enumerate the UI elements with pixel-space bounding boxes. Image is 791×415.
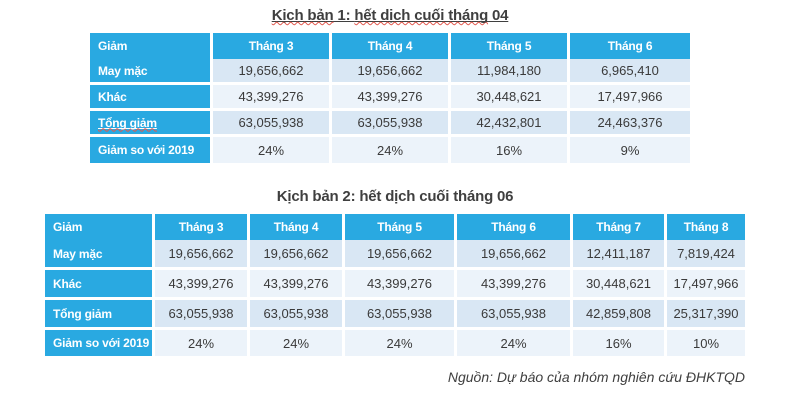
data-cell: 63,055,938 bbox=[345, 300, 457, 330]
data-cell: 10% bbox=[667, 330, 745, 356]
table-row: Khác 43,399,276 43,399,276 43,399,276 43,399… bbox=[45, 270, 745, 300]
data-cell: 19,656,662 bbox=[345, 240, 457, 270]
data-cell: 19,656,662 bbox=[213, 59, 332, 85]
row-label: May mặc bbox=[90, 59, 213, 85]
data-cell: 43,399,276 bbox=[332, 85, 451, 111]
data-cell: 24% bbox=[213, 137, 332, 163]
data-cell: 63,055,938 bbox=[155, 300, 250, 330]
column-header: Tháng 8 bbox=[667, 214, 745, 240]
table-row: Giảm so với 2019 24% 24% 16% 9% bbox=[90, 137, 690, 163]
column-header: Tháng 4 bbox=[332, 33, 451, 59]
data-cell: 63,055,938 bbox=[457, 300, 573, 330]
table-row: Giảm so với 2019 24% 24% 24% 24% 16% 10% bbox=[45, 330, 745, 356]
data-cell: 24,463,376 bbox=[570, 111, 690, 137]
table-row: Khác 43,399,276 43,399,276 30,448,621 17,497… bbox=[90, 85, 690, 111]
row-label: May mặc bbox=[45, 240, 155, 270]
column-header: Tháng 6 bbox=[457, 214, 573, 240]
data-cell: 30,448,621 bbox=[573, 270, 667, 300]
data-cell: 24% bbox=[457, 330, 573, 356]
data-cell: 19,656,662 bbox=[155, 240, 250, 270]
data-cell: 17,497,966 bbox=[570, 85, 690, 111]
data-cell: 25,317,390 bbox=[667, 300, 745, 330]
data-cell: 24% bbox=[345, 330, 457, 356]
spellcheck-word: Kịch bản bbox=[271, 7, 334, 24]
data-cell: 43,399,276 bbox=[457, 270, 573, 300]
row-label: Giảm so với 2019 bbox=[90, 137, 213, 163]
data-cell: 7,819,424 bbox=[667, 240, 745, 270]
data-cell: 9% bbox=[570, 137, 690, 163]
table-row: May mặc 19,656,662 19,656,662 11,984,180 6,9… bbox=[90, 59, 690, 85]
row-label: Giảm so với 2019 bbox=[45, 330, 155, 356]
data-cell: 17,497,966 bbox=[667, 270, 745, 300]
scenario1-title: Kịch bản 1: hết dịch cuối tháng 04 bbox=[271, 7, 509, 24]
column-header: Giảm bbox=[90, 33, 213, 59]
header-row: Giảm Tháng 3 Tháng 4 Tháng 5 Tháng 6 bbox=[90, 33, 690, 59]
column-header: Tháng 6 bbox=[570, 33, 690, 59]
data-cell: 24% bbox=[155, 330, 250, 356]
report-page: Kịch bản 1: hết dịch cuối tháng 04 Giảm T… bbox=[0, 7, 791, 385]
source-note: Nguồn: Dự báo của nhóm nghiên cứu ĐHKTQD bbox=[447, 369, 745, 385]
data-cell: 43,399,276 bbox=[155, 270, 250, 300]
scenario2-section: Kịch bản 2: hết dịch cuối tháng 06 Giảm T… bbox=[45, 188, 745, 356]
data-cell: 63,055,938 bbox=[332, 111, 451, 137]
data-cell: 63,055,938 bbox=[213, 111, 332, 137]
data-cell: 16% bbox=[573, 330, 667, 356]
column-header: Tháng 5 bbox=[345, 214, 457, 240]
data-cell: 16% bbox=[451, 137, 570, 163]
data-cell: 42,859,808 bbox=[573, 300, 667, 330]
column-header: Tháng 5 bbox=[451, 33, 570, 59]
row-label: Khác bbox=[90, 85, 213, 111]
column-header: Tháng 7 bbox=[573, 214, 667, 240]
data-cell: 6,965,410 bbox=[570, 59, 690, 85]
data-cell: 24% bbox=[250, 330, 345, 356]
row-label: Tổng giảm bbox=[45, 300, 155, 330]
column-header: Tháng 3 bbox=[213, 33, 332, 59]
data-cell: 43,399,276 bbox=[345, 270, 457, 300]
scenario1-section: Kịch bản 1: hết dịch cuối tháng 04 Giảm T… bbox=[90, 7, 690, 163]
data-cell: 11,984,180 bbox=[451, 59, 570, 85]
data-cell: 43,399,276 bbox=[213, 85, 332, 111]
table-row: May mặc 19,656,662 19,656,662 19,656,662 19,… bbox=[45, 240, 745, 270]
table-row: Tổng giảm 63,055,938 63,055,938 42,432,801 2… bbox=[90, 111, 690, 137]
column-header: Giảm bbox=[45, 214, 155, 240]
spellcheck-word: hết dịch cuối tháng bbox=[354, 7, 489, 24]
data-cell: 30,448,621 bbox=[451, 85, 570, 111]
data-cell: 63,055,938 bbox=[250, 300, 345, 330]
table-row: Tổng giảm 63,055,938 63,055,938 63,055,938 6… bbox=[45, 300, 745, 330]
data-cell: 19,656,662 bbox=[250, 240, 345, 270]
row-label: Tổng giảm bbox=[90, 111, 213, 137]
spellcheck-word: Tổng giảm bbox=[98, 115, 157, 130]
scenario1-table: Giảm Tháng 3 Tháng 4 Tháng 5 Tháng 6 May mặc 1… bbox=[90, 33, 690, 163]
column-header: Tháng 3 bbox=[155, 214, 250, 240]
data-cell: 24% bbox=[332, 137, 451, 163]
data-cell: 43,399,276 bbox=[250, 270, 345, 300]
data-cell: 19,656,662 bbox=[457, 240, 573, 270]
data-cell: 12,411,187 bbox=[573, 240, 667, 270]
column-header: Tháng 4 bbox=[250, 214, 345, 240]
row-label: Khác bbox=[45, 270, 155, 300]
scenario2-title: Kịch bản 2: hết dịch cuối tháng 06 bbox=[276, 188, 514, 205]
data-cell: 19,656,662 bbox=[332, 59, 451, 85]
data-cell: 42,432,801 bbox=[451, 111, 570, 137]
